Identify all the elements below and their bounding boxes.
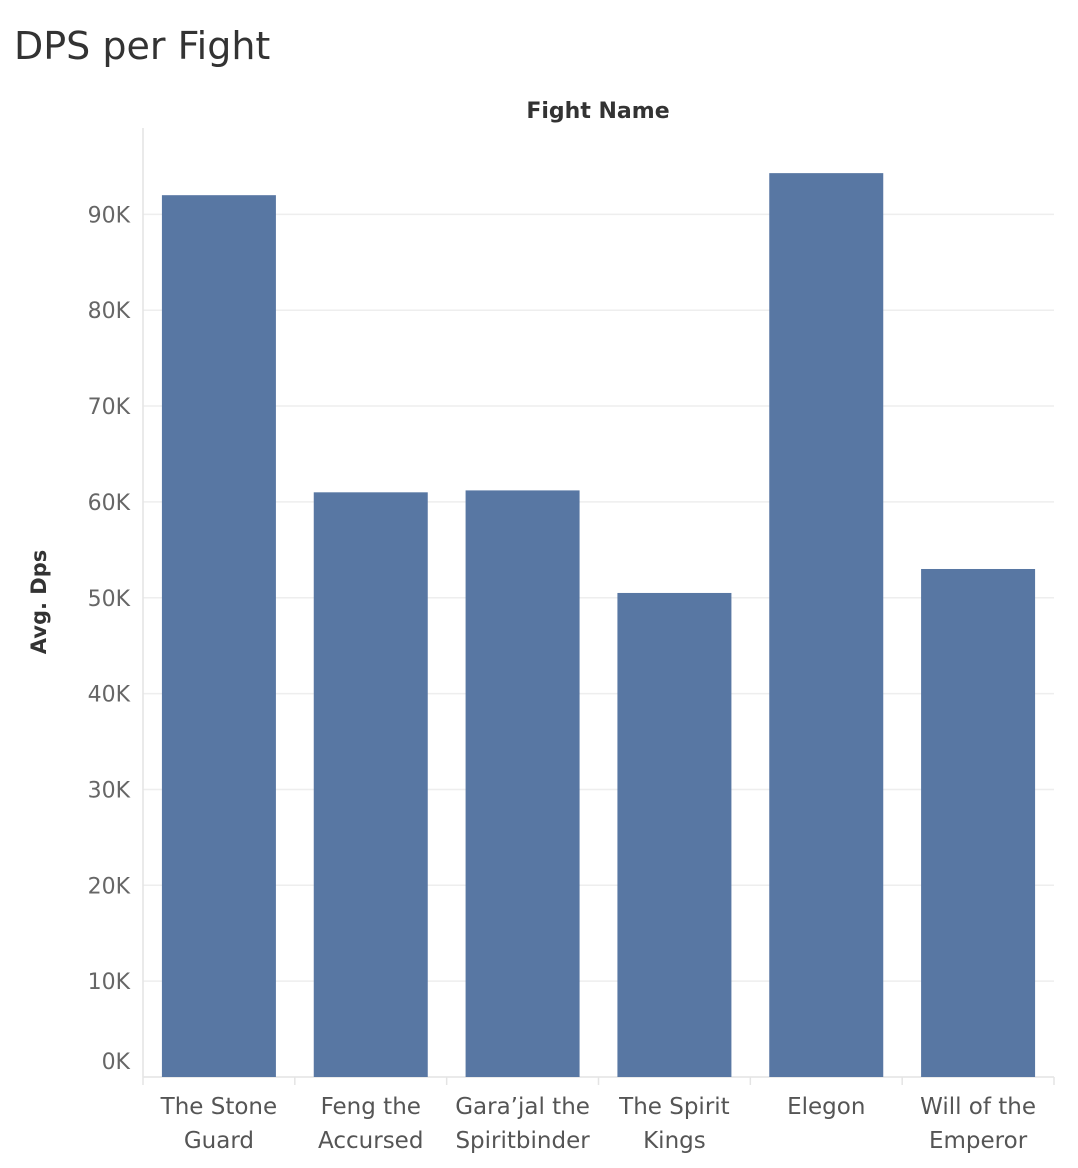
- x-category-label: Guard: [184, 1128, 254, 1154]
- y-tick-label: 80K: [88, 299, 131, 324]
- x-category-label: The Stone: [160, 1094, 278, 1120]
- bar: [161, 195, 276, 1077]
- gridlines: [143, 213, 1054, 982]
- chart-title: DPS per Fight: [14, 24, 270, 68]
- y-tick-label: 50K: [88, 587, 131, 612]
- bar: [921, 568, 1036, 1077]
- y-tick-label: 20K: [88, 874, 131, 899]
- y-tick-label: 0K: [102, 1050, 131, 1075]
- y-axis-ticks: 0K 10K 20K 30K 40K 50K 60K 70K 80K 90K: [88, 203, 131, 1075]
- x-category-label: Elegon: [787, 1094, 865, 1120]
- x-axis-labels: The Stone Guard Feng the Accursed Gara’jal t…: [160, 1094, 1036, 1154]
- bar: [769, 173, 884, 1077]
- y-tick-label: 90K: [88, 203, 131, 228]
- bars: [161, 173, 1036, 1077]
- x-category-label: Will of the: [920, 1094, 1036, 1120]
- axes: [142, 128, 1055, 1085]
- x-category-label: Kings: [643, 1128, 706, 1154]
- y-axis-title: Avg. Dps: [27, 550, 51, 654]
- x-category-label: Accursed: [318, 1128, 423, 1154]
- y-tick-label: 30K: [88, 778, 131, 803]
- y-tick-label: 70K: [88, 395, 131, 420]
- x-category-label: Spiritbinder: [455, 1128, 590, 1154]
- column-header-label: Fight Name: [526, 99, 669, 124]
- y-tick-label: 60K: [88, 491, 131, 516]
- x-category-label: Feng the: [321, 1094, 421, 1120]
- y-tick-label: 10K: [88, 970, 131, 995]
- bar: [313, 492, 428, 1077]
- x-category-label: The Spirit: [618, 1094, 730, 1120]
- bar: [465, 490, 580, 1077]
- x-category-label: Gara’jal the: [455, 1094, 590, 1120]
- bar: [617, 592, 732, 1077]
- x-category-label: Emperor: [929, 1128, 1028, 1154]
- y-tick-label: 40K: [88, 683, 131, 708]
